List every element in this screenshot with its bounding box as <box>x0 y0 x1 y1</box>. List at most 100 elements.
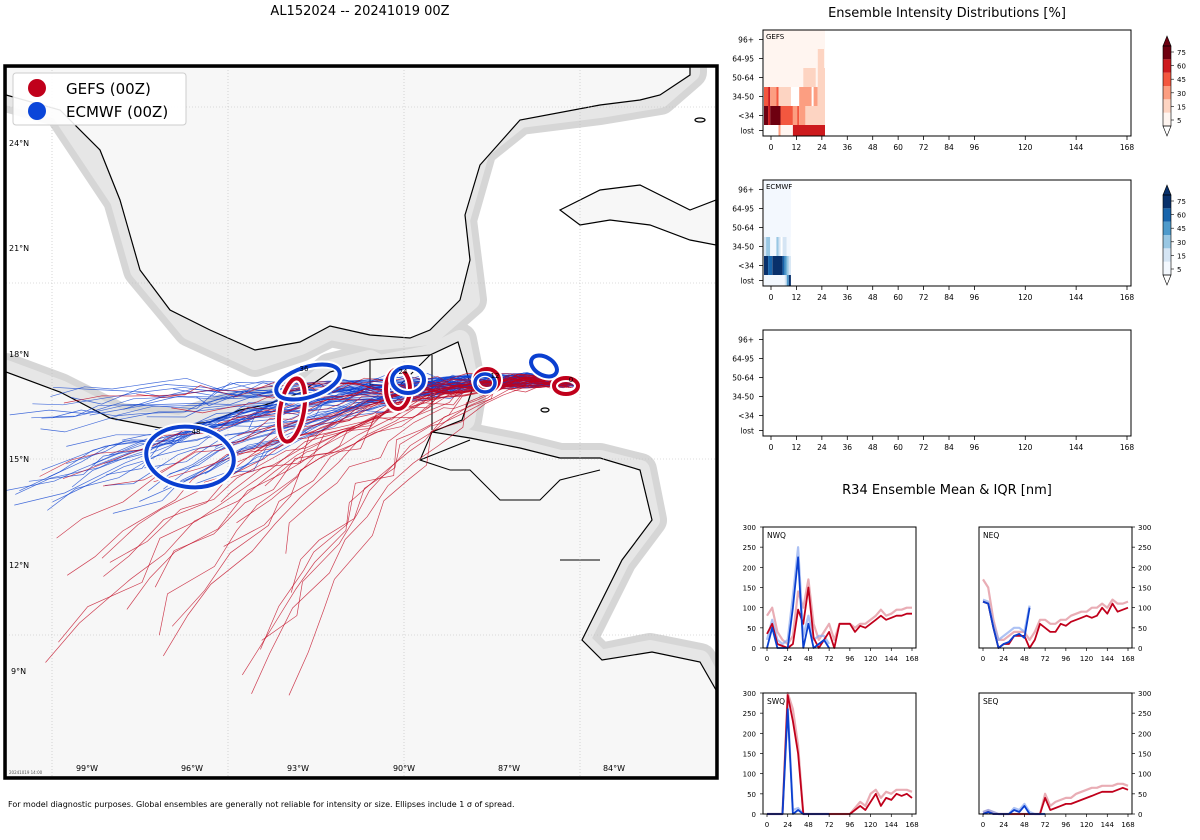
heatmap-x-label: 72 <box>919 293 929 302</box>
heatmap-x-label: 0 <box>769 143 774 152</box>
heatmap-cell <box>764 199 791 218</box>
heatmap-cell <box>764 237 767 256</box>
colorbar-extend-bottom <box>1162 274 1172 286</box>
heatmap-x-label: 96 <box>970 293 980 302</box>
heatmap-label: GEFS <box>766 33 785 41</box>
colorbar-label: 60 <box>1177 212 1186 220</box>
heatmap-cell <box>780 125 793 136</box>
r34-x-label: 24 <box>783 821 792 829</box>
heatmap-label: ECMWF <box>766 183 792 191</box>
r34-quadrant-label: NWQ <box>767 531 786 540</box>
map-frame <box>3 64 719 780</box>
r34-x-label: 72 <box>825 821 834 829</box>
heatmap-cell <box>776 237 779 256</box>
r34-y-label: 50 <box>747 625 756 633</box>
track-line <box>261 378 567 641</box>
colorbar-segment <box>1163 99 1171 113</box>
heatmap-cell <box>799 87 812 106</box>
ecmwf-heatmap: ECMWF 96+ 64-95 50-64 34-50 <34 lost 0 12 24 36 48 6… <box>732 179 1135 302</box>
ecmwf-ellipse-12 <box>473 372 497 394</box>
heatmap-cell <box>817 49 824 68</box>
heatmap-cell <box>813 87 818 106</box>
heatmap-y-label: 34-50 <box>732 93 754 102</box>
r34-y-label: 150 <box>1138 751 1151 759</box>
ecmwf-mean-line <box>767 708 830 815</box>
heatmap-cell <box>784 275 787 286</box>
r34-x-label: 120 <box>864 821 877 829</box>
heatmap-cell <box>778 125 781 136</box>
heatmap-cell <box>766 237 771 256</box>
heatmap-cell <box>782 237 787 256</box>
heatmap-cell <box>786 237 791 256</box>
r34-y-label: 50 <box>1138 625 1147 633</box>
r34-x-label: 72 <box>1041 821 1050 829</box>
r34-x-label: 0 <box>765 821 769 829</box>
r34-x-label: 120 <box>864 655 877 663</box>
lon-label: 90°W <box>393 764 415 773</box>
r34-y-label: 200 <box>743 730 756 738</box>
r34-panel-swq: SWQ 0 50 100 150 200 250 300 0 24 48 72 96 120 144 168 <box>743 690 919 829</box>
gefs-iqr-line <box>982 578 1129 641</box>
ecmwf-iqr-line <box>982 802 1046 816</box>
heatmap-cell <box>768 106 771 125</box>
r34-x-label: 168 <box>1121 821 1134 829</box>
track-line <box>144 376 569 469</box>
lat-labels: 24°N 21°N 18°N 15°N 12°N 9°N <box>9 139 29 676</box>
heatmap-y-label: 64-95 <box>732 355 754 364</box>
gefs-colorbar: 5 15 30 45 60 75 <box>1162 35 1186 137</box>
ellipse-labels: 48 36 24 12 0 <box>192 365 574 436</box>
r34-panel-seq: SEQ 0 50 100 150 200 250 300 0 24 48 72 96 120 144 168 <box>978 690 1151 829</box>
r34-x-label: 168 <box>905 655 918 663</box>
heatmap-frame <box>762 329 1132 437</box>
legend-marker-ecmwf <box>28 102 46 120</box>
heatmap-y-label: 50-64 <box>732 374 754 383</box>
ecmwf-ellipse-48 <box>144 424 236 490</box>
r34-y-label: 0 <box>752 645 756 653</box>
heatmap-x-label: 24 <box>817 443 827 452</box>
r34-y-label: 250 <box>743 710 756 718</box>
heatmap-y-label: 50-64 <box>732 224 754 233</box>
lat-label: 21°N <box>9 244 29 253</box>
colorbar-segment <box>1163 86 1171 100</box>
r34-x-label: 96 <box>1061 655 1070 663</box>
ellipse-label-24: 24 <box>399 368 408 376</box>
r34-x-label: 48 <box>1020 821 1029 829</box>
track-line <box>236 373 561 418</box>
colorbar-label: 15 <box>1177 103 1186 111</box>
lat-label: 9°N <box>11 667 26 676</box>
r34-y-label: 50 <box>1138 791 1147 799</box>
colorbar-label: 75 <box>1177 198 1186 206</box>
heatmap-x-label: 168 <box>1120 293 1135 302</box>
heatmap-x-label: 72 <box>919 443 929 452</box>
timestamp-stamp: 20241019 14:00 <box>9 770 43 775</box>
lon-label: 87°W <box>498 764 520 773</box>
heatmap-x-label: 12 <box>792 143 802 152</box>
heatmap-x-label: 120 <box>1018 443 1033 452</box>
heatmap-y-label: 96+ <box>738 186 754 195</box>
colorbar-label: 60 <box>1177 63 1186 71</box>
lon-labels: 99°W 96°W 93°W 90°W 87°W 84°W <box>76 764 625 773</box>
heatmap-cell <box>792 106 797 125</box>
r34-x-label: 0 <box>981 655 985 663</box>
colorbar-segment <box>1163 235 1171 249</box>
r34-frame <box>978 526 1133 649</box>
heatmap-x-label: 12 <box>792 293 802 302</box>
gefs-ellipse-36 <box>276 376 308 444</box>
heatmap-x-label: 120 <box>1018 143 1033 152</box>
ecmwf-mean-line <box>766 556 830 649</box>
heatmap-x-label: 0 <box>769 293 774 302</box>
gridlines <box>6 67 716 777</box>
heatmap-cell <box>764 49 825 68</box>
r34-quadrant-label: SWQ <box>767 697 785 706</box>
track-line <box>63 381 563 404</box>
ecmwf-ellipse-0 <box>529 353 559 379</box>
r34-x-label: 96 <box>845 821 854 829</box>
heatmap-x-label: 168 <box>1120 143 1135 152</box>
figure-title: AL152024 -- 20241019 00Z <box>270 4 450 19</box>
heatmap-x-label: 36 <box>843 143 853 152</box>
colorbar-label: 5 <box>1177 266 1181 274</box>
colorbar-segment <box>1163 59 1171 73</box>
r34-y-label: 0 <box>752 811 756 819</box>
r34-y-label: 300 <box>743 524 756 532</box>
